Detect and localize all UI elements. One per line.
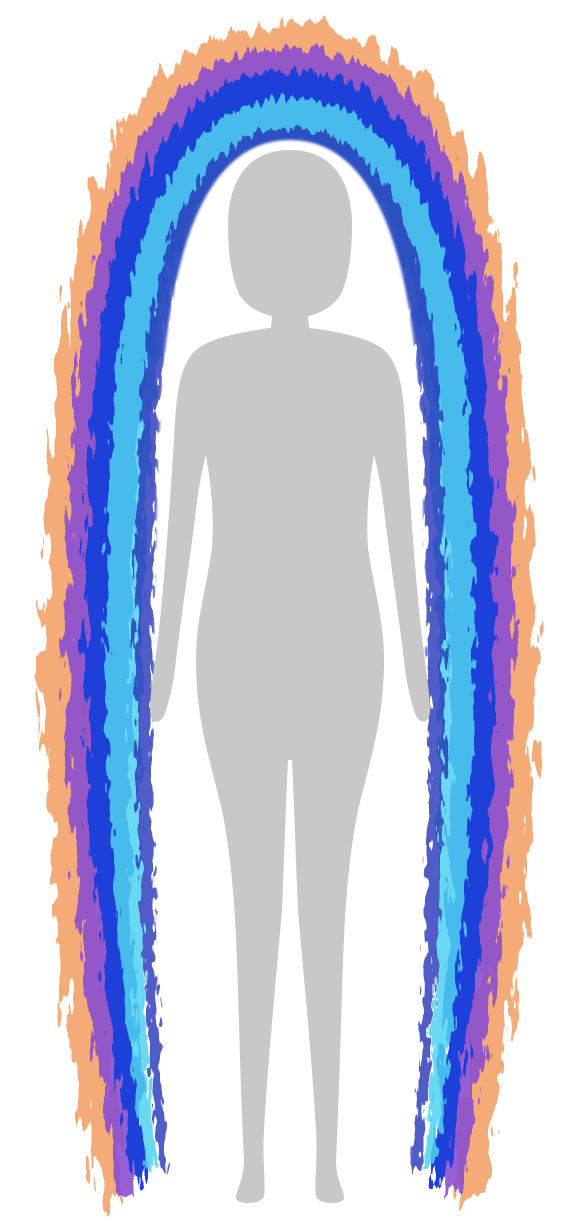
head bbox=[228, 150, 352, 318]
torso-and-limbs bbox=[150, 328, 430, 1204]
aura bbox=[44, 25, 536, 1205]
aura-outer-fringe bbox=[44, 25, 536, 1205]
aura-cyan-streaks bbox=[106, 98, 474, 1170]
aura-violet-band bbox=[65, 48, 515, 1198]
neck bbox=[270, 300, 310, 335]
aura-blue-band bbox=[85, 70, 495, 1188]
body-silhouette bbox=[150, 150, 430, 1204]
